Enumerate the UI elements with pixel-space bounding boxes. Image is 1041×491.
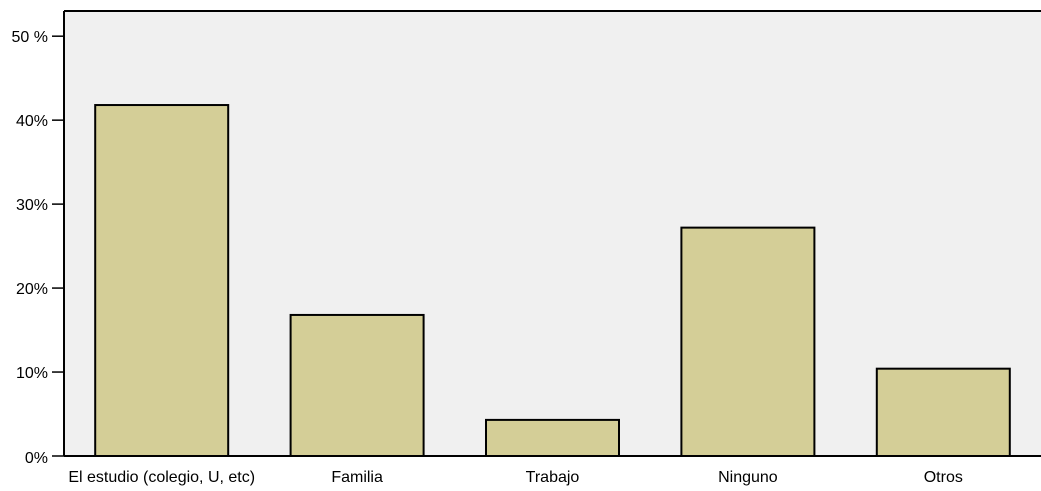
bar-4: [680, 226, 816, 457]
y-tick-label: 40%: [16, 113, 48, 130]
y-tick-label: 30%: [16, 197, 48, 214]
y-ticks-group: 0% 10% 20% 30% 40% 50 %: [12, 29, 64, 467]
x-category-label: El estudio (colegio, U, etc): [68, 469, 255, 486]
x-category-label: Trabajo: [526, 469, 580, 486]
y-tick-label: 20%: [16, 281, 48, 298]
bar-3: [485, 418, 620, 458]
bars-group: [94, 104, 1011, 458]
y-tick-label: 10%: [16, 365, 48, 382]
x-category-label: Ninguno: [718, 469, 778, 486]
x-category-label: Otros: [924, 469, 963, 486]
x-labels-group: El estudio (colegio, U, etc) Familia Traba…: [68, 469, 963, 486]
x-category-label: Familia: [331, 469, 383, 486]
y-tick-label: 0%: [25, 450, 48, 467]
bar-2: [289, 313, 425, 457]
bar-1: [94, 104, 230, 457]
axes-group: [63, 10, 1041, 457]
y-tick-label: 50 %: [12, 29, 48, 46]
bar-5: [875, 367, 1011, 458]
